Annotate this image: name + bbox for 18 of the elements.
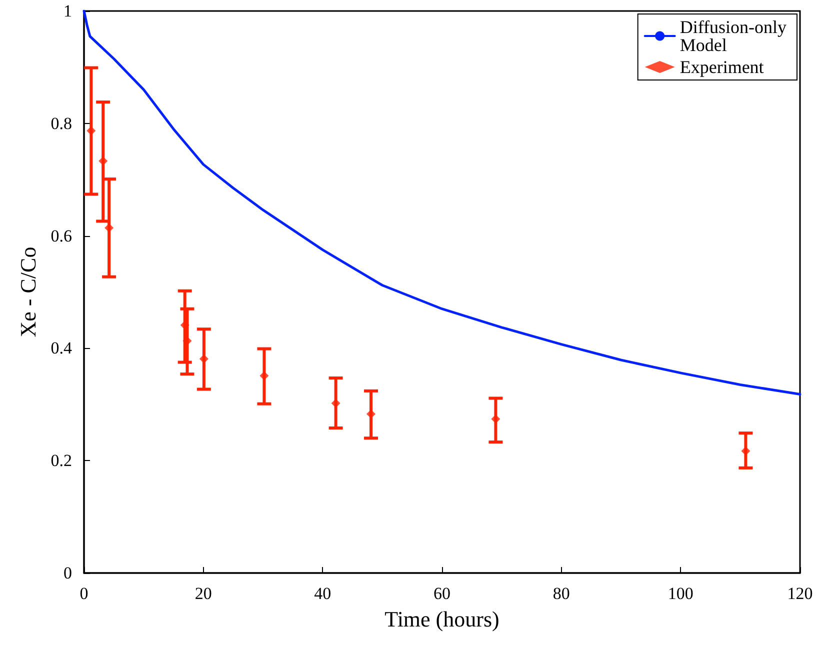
legend-label: Experiment [680, 57, 764, 77]
x-axis-title: Time (hours) [384, 606, 500, 632]
x-tick-label: 0 [80, 584, 88, 603]
legend-label: Diffusion-only Model [680, 17, 792, 55]
y-tick-label: 0.6 [50, 226, 72, 246]
x-tick-label: 80 [552, 584, 570, 603]
line-series [82, 10, 802, 396]
y-tick-label: 0.4 [50, 338, 72, 358]
x-tick-label: 20 [194, 584, 212, 603]
x-tick-label: 40 [314, 584, 332, 603]
x-tick-label: 100 [668, 584, 694, 603]
x-tick-label: 60 [434, 584, 450, 603]
y-axis-title: Xe - C/Co [16, 246, 40, 338]
x-tick-label: 120 [787, 584, 813, 603]
y-tick-label: 1 [64, 2, 72, 20]
y-tick-label: 0.2 [50, 451, 72, 470]
y-tick-label: 0 [64, 564, 72, 582]
y-tick-label: 0.8 [50, 114, 72, 133]
